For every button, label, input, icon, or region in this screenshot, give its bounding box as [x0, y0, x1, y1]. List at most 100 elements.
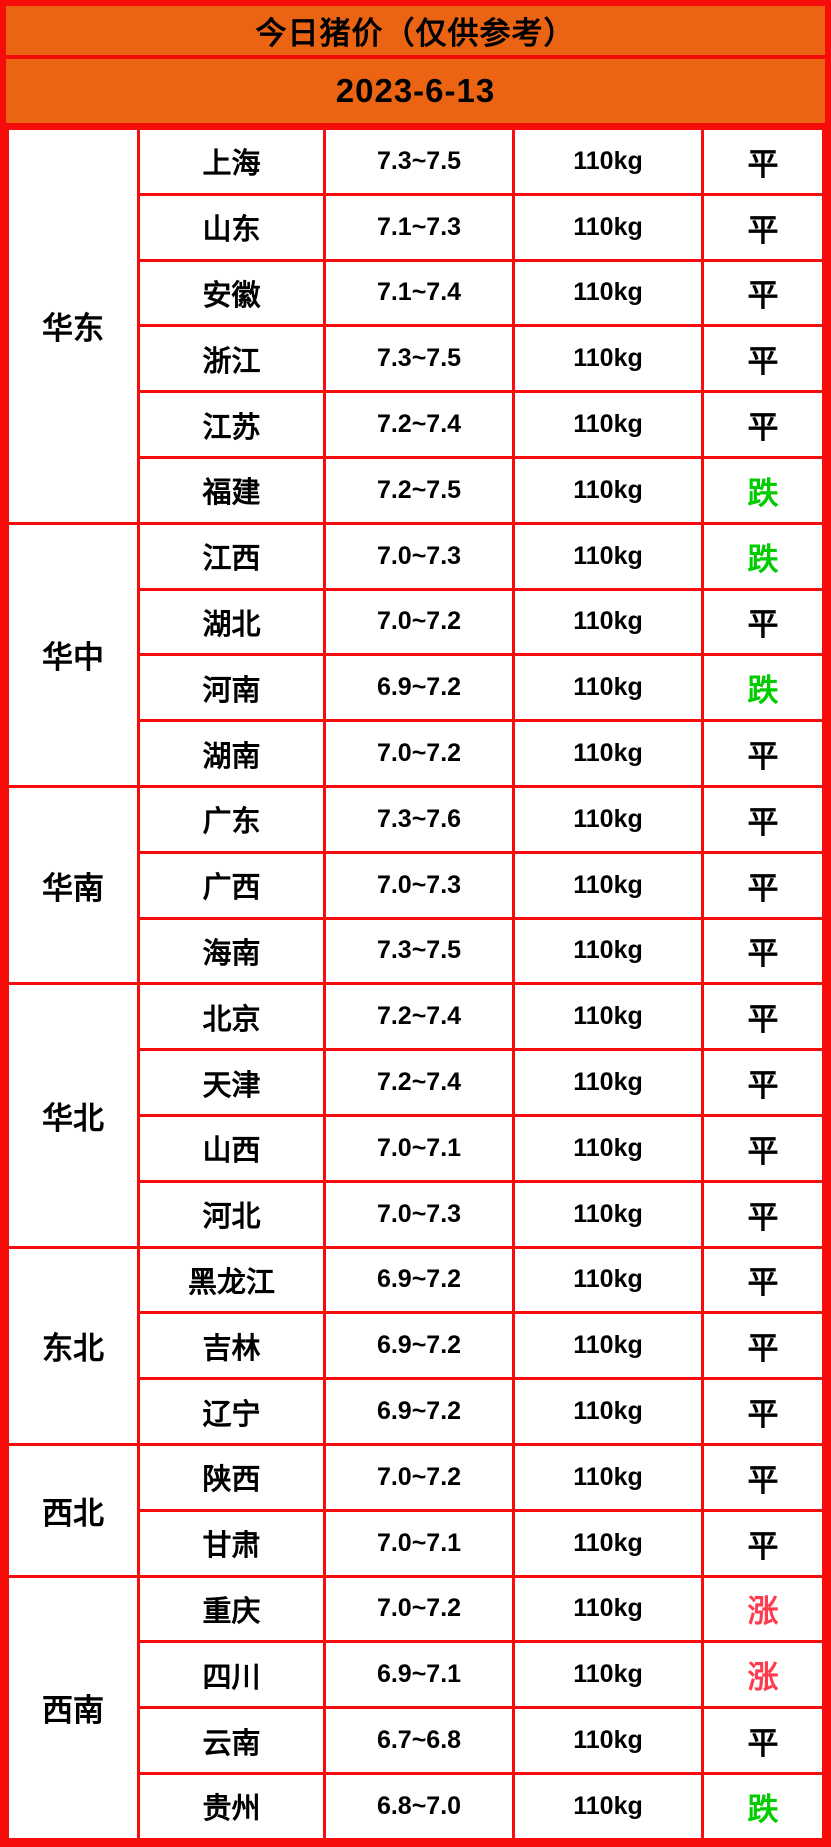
- price-cell: 6.9~7.2: [323, 1311, 515, 1381]
- province-cell: 甘肃: [137, 1508, 326, 1578]
- price-cell: 7.1~7.4: [323, 258, 515, 328]
- table-row: 山西 7.0~7.1 110kg 平: [8, 1113, 825, 1183]
- date-text: 2023-6-13: [335, 72, 496, 109]
- weight-cell: 110kg: [512, 1311, 704, 1381]
- province-cell: 山西: [137, 1113, 326, 1183]
- price-cell: 7.3~7.6: [323, 784, 515, 854]
- table-row: 福建 7.2~7.5 110kg 跌: [8, 455, 825, 525]
- status-cell: 平: [701, 1508, 825, 1578]
- weight-cell: 110kg: [512, 324, 704, 394]
- province-cell: 贵州: [137, 1771, 326, 1841]
- status-cell: 平: [701, 1113, 825, 1183]
- weight-cell: 110kg: [512, 455, 704, 525]
- weight-cell: 110kg: [512, 1377, 704, 1446]
- table-row: 华南 广东 7.3~7.6 110kg 平: [6, 784, 825, 986]
- status-cell: 平: [701, 1377, 825, 1446]
- table-row: 吉林 6.9~7.2 110kg 平: [8, 1311, 825, 1381]
- province-cell: 江苏: [137, 390, 326, 459]
- province-cell: 黑龙江: [137, 1245, 326, 1315]
- table-row: 四川 6.9~7.1 110kg 涨: [8, 1640, 825, 1710]
- region-cell: 华南: [6, 784, 140, 986]
- province-cell: 四川: [137, 1640, 326, 1710]
- province-cell: 陕西: [137, 1442, 326, 1512]
- weight-cell: 110kg: [512, 653, 704, 723]
- table-row: 西北 陕西 7.0~7.2 110kg 平: [6, 1442, 825, 1578]
- table-row: 湖北 7.0~7.2 110kg 平: [8, 587, 825, 657]
- table-row: 广西 7.0~7.3 110kg 平: [8, 850, 825, 920]
- status-cell: 平: [701, 192, 825, 262]
- province-cell: 广东: [137, 784, 326, 854]
- price-table-wrap: 华东 上海 7.3~7.5 110kg 平山东 7.1~7.3 110kg 平安徽 7.1~7.…: [6, 127, 825, 1841]
- province-cell: 福建: [137, 455, 326, 525]
- province-cell: 广西: [137, 850, 326, 920]
- table-row: 贵州 6.8~7.0 110kg 跌: [8, 1771, 825, 1841]
- price-cell: 6.8~7.0: [323, 1771, 515, 1841]
- region-cell: 华东: [6, 127, 140, 525]
- table-row: 西南 重庆 7.0~7.2 110kg 涨: [6, 1574, 825, 1841]
- price-cell: 7.0~7.2: [323, 1442, 515, 1512]
- table-row: 甘肃 7.0~7.1 110kg 平: [8, 1508, 825, 1578]
- table-row: 华东 上海 7.3~7.5 110kg 平: [6, 127, 825, 525]
- status-cell: 平: [701, 719, 825, 788]
- status-cell: 涨: [701, 1640, 825, 1710]
- province-cell: 辽宁: [137, 1377, 326, 1446]
- province-cell: 河北: [137, 1179, 326, 1249]
- price-cell: 6.7~6.8: [323, 1706, 515, 1775]
- weight-cell: 110kg: [512, 127, 704, 196]
- table-row: 华北 北京 7.2~7.4 110kg 平: [6, 982, 825, 1249]
- price-cell: 7.0~7.1: [323, 1113, 515, 1183]
- table-row: 河南 6.9~7.2 110kg 跌: [8, 653, 825, 723]
- province-cell: 河南: [137, 653, 326, 723]
- price-cell: 7.0~7.1: [323, 1508, 515, 1578]
- table-row: 湖南 7.0~7.2 110kg 平: [8, 719, 825, 788]
- status-cell: 平: [701, 1442, 825, 1512]
- price-cell: 7.3~7.5: [323, 916, 515, 986]
- weight-cell: 110kg: [512, 1640, 704, 1710]
- weight-cell: 110kg: [512, 916, 704, 986]
- table-row: 浙江 7.3~7.5 110kg 平: [8, 324, 825, 394]
- province-cell: 天津: [137, 1048, 326, 1117]
- weight-cell: 110kg: [512, 258, 704, 328]
- price-cell: 6.9~7.2: [323, 653, 515, 723]
- status-cell: 平: [701, 850, 825, 920]
- price-cell: 7.2~7.5: [323, 455, 515, 525]
- weight-cell: 110kg: [512, 192, 704, 262]
- weight-cell: 110kg: [512, 1574, 704, 1644]
- weight-cell: 110kg: [512, 719, 704, 788]
- price-cell: 7.3~7.5: [323, 324, 515, 394]
- status-cell: 跌: [701, 1771, 825, 1841]
- region-cell: 华北: [6, 982, 140, 1249]
- weight-cell: 110kg: [512, 1113, 704, 1183]
- price-cell: 6.9~7.2: [323, 1245, 515, 1315]
- table-row: 海南 7.3~7.5 110kg 平: [8, 916, 825, 986]
- table-row: 天津 7.2~7.4 110kg 平: [8, 1048, 825, 1117]
- price-cell: 7.3~7.5: [323, 127, 515, 196]
- province-cell: 云南: [137, 1706, 326, 1775]
- price-cell: 7.0~7.2: [323, 719, 515, 788]
- price-cell: 7.1~7.3: [323, 192, 515, 262]
- province-cell: 上海: [137, 127, 326, 196]
- status-cell: 平: [701, 127, 825, 196]
- price-cell: 7.0~7.3: [323, 850, 515, 920]
- page-title: 今日猪价（仅供参考）: [255, 16, 576, 51]
- table-row: 东北 黑龙江 6.9~7.2 110kg 平: [6, 1245, 825, 1446]
- price-cell: 6.9~7.2: [323, 1377, 515, 1446]
- status-cell: 平: [701, 258, 825, 328]
- status-cell: 跌: [701, 653, 825, 723]
- status-cell: 平: [701, 1311, 825, 1381]
- price-cell: 7.0~7.3: [323, 521, 515, 591]
- status-cell: 平: [701, 324, 825, 394]
- weight-cell: 110kg: [512, 587, 704, 657]
- status-cell: 平: [701, 916, 825, 986]
- status-cell: 平: [701, 1048, 825, 1117]
- price-cell: 6.9~7.1: [323, 1640, 515, 1710]
- price-cell: 7.2~7.4: [323, 982, 515, 1052]
- price-cell: 7.2~7.4: [323, 390, 515, 459]
- status-cell: 平: [701, 982, 825, 1052]
- poster-header: 今日猪价（仅供参考）: [6, 6, 825, 59]
- province-cell: 海南: [137, 916, 326, 986]
- price-cell: 7.0~7.2: [323, 587, 515, 657]
- province-cell: 湖北: [137, 587, 326, 657]
- weight-cell: 110kg: [512, 1771, 704, 1841]
- weight-cell: 110kg: [512, 784, 704, 854]
